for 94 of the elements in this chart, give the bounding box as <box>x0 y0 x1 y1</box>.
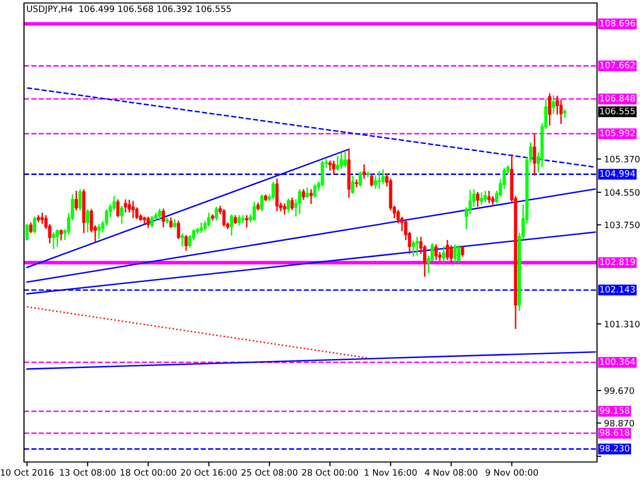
candlestick <box>200 222 203 234</box>
y-tick-label: 98.870 <box>604 420 634 426</box>
candlestick <box>548 93 552 126</box>
candlestick <box>29 222 32 234</box>
x-tick-label: 20 Oct 16:00 <box>180 469 237 476</box>
candlestick <box>336 156 340 171</box>
candlestick <box>241 215 245 224</box>
candlestick <box>184 235 188 251</box>
candlestick <box>260 194 264 212</box>
candlestick <box>245 215 248 228</box>
candlestick <box>146 216 150 228</box>
candlestick <box>207 212 210 227</box>
candlestick <box>162 208 165 228</box>
y-tick-label: 101.310 <box>604 320 640 328</box>
candlestick <box>358 172 362 186</box>
candlestick <box>272 182 275 200</box>
candlestick <box>86 209 90 232</box>
candlestick <box>52 232 56 250</box>
candlestick <box>332 160 336 175</box>
candlestick <box>131 200 135 218</box>
candlestick <box>124 199 128 212</box>
x-tick-label: 4 Nov 08:00 <box>424 469 478 476</box>
candlestick <box>446 240 450 260</box>
candlestick <box>214 206 218 221</box>
candlestick <box>313 184 316 198</box>
candlestick <box>252 202 256 221</box>
x-tick-label: 18 Oct 00:00 <box>120 469 176 476</box>
x-tick-label: 1 Nov 16:00 <box>364 469 417 476</box>
y-tick-label: 105.370 <box>604 156 640 162</box>
candlestick <box>302 189 306 200</box>
x-tick-label: 9 Nov 00:00 <box>486 469 538 476</box>
ref-line-label: 108.696 <box>600 20 635 26</box>
candlestick <box>378 170 381 189</box>
x-tick-label: 28 Oct 00:00 <box>302 469 358 476</box>
candlestick <box>74 190 78 210</box>
text: 106.555 <box>600 108 635 114</box>
candlestick <box>415 236 419 256</box>
candlestick <box>370 173 374 186</box>
candlestick <box>222 209 226 227</box>
candlestick <box>298 189 302 214</box>
ref-line-label: 98.230 <box>600 444 630 452</box>
candlestick <box>351 176 354 194</box>
candlestick <box>97 224 101 239</box>
candlestick <box>412 240 415 257</box>
candlestick <box>442 246 446 262</box>
candlestick <box>532 134 536 176</box>
x-tick-label: 25 Oct 08:00 <box>242 469 298 476</box>
y-tick-label: 103.750 <box>604 222 640 228</box>
candlestick <box>309 189 313 204</box>
chart-title: USDJPY,H4 106.499 106.568 106.392 106.555 <box>27 5 231 14</box>
candlestick <box>150 216 154 228</box>
candlestick <box>25 224 29 241</box>
candlestick <box>480 192 484 205</box>
x-tick-label: 10 Oct 2016 <box>0 469 54 476</box>
candlestick <box>120 206 124 224</box>
candlestick <box>275 178 279 212</box>
candlestick <box>559 99 563 124</box>
candlestick <box>78 189 82 210</box>
ref-line-label: 99.158 <box>600 407 630 414</box>
candlestick <box>366 172 370 178</box>
ref-line-label: 104.994 <box>600 170 635 177</box>
candlestick <box>552 95 556 114</box>
candlestick <box>56 229 59 247</box>
x-tick-label: 13 Oct 08:00 <box>60 469 116 476</box>
candlestick <box>453 244 457 262</box>
candlestick <box>180 233 184 247</box>
candlestick <box>476 192 480 207</box>
candlestick <box>230 214 234 236</box>
candlestick <box>290 198 294 210</box>
ref-line-label: 100.364 <box>600 358 635 365</box>
y-tick-label: 104.550 <box>604 189 640 196</box>
ref-line-label: 102.819 <box>600 258 635 266</box>
ref-line-label: 102.143 <box>600 286 635 293</box>
y-tick-label: 99.670 <box>604 387 634 394</box>
candlestick <box>340 152 343 170</box>
candlestick <box>362 164 366 179</box>
candlestick <box>434 244 438 260</box>
candlestick <box>320 160 324 186</box>
candlestick <box>457 245 460 262</box>
candlestick <box>59 229 63 241</box>
ref-line-label: 106.848 <box>600 94 635 102</box>
candlestick <box>484 190 487 202</box>
candlestick <box>282 203 286 215</box>
ref-line-label: 98.618 <box>600 429 630 436</box>
candlestick <box>344 152 347 168</box>
candlestick <box>32 216 36 234</box>
ref-line-label: 105.992 <box>600 130 635 136</box>
ref-line-label: 107.662 <box>600 62 635 68</box>
candlestick <box>158 208 162 221</box>
candlestick <box>487 190 491 204</box>
candlestick <box>116 199 120 218</box>
candlestick <box>176 220 180 239</box>
candlestick <box>286 198 290 212</box>
candlestick <box>460 246 464 257</box>
